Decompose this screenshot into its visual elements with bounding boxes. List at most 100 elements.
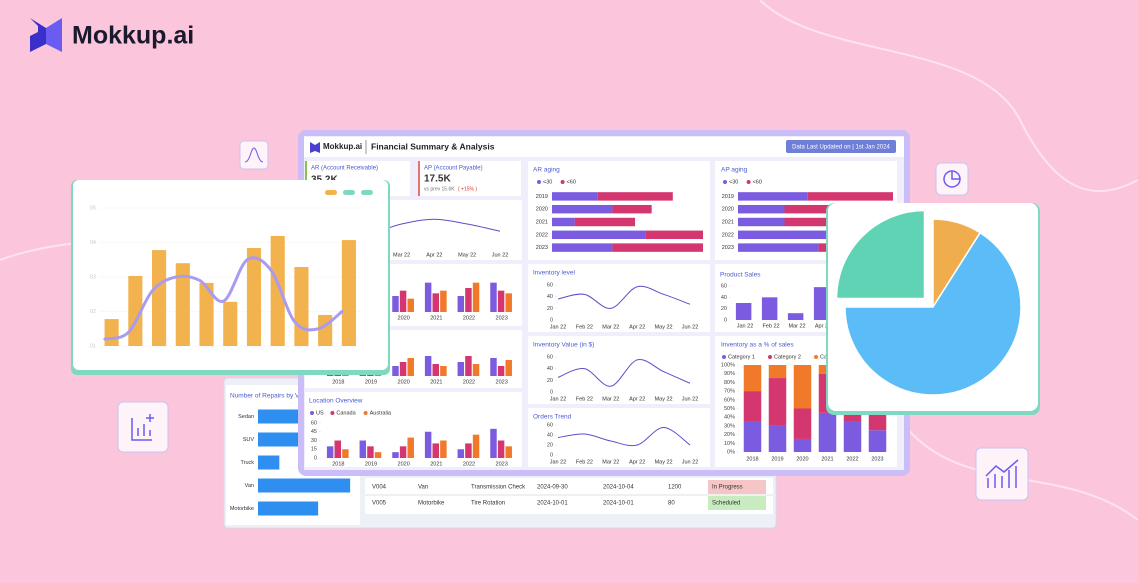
pie-card: [826, 203, 1040, 415]
icon-box: [117, 401, 169, 453]
icon-box: [239, 140, 269, 170]
category-label: SUV: [243, 437, 255, 443]
y-tick-label: 04: [90, 240, 96, 246]
chart-title: AR aging: [533, 167, 560, 174]
category-label: May 22: [655, 396, 673, 402]
bar-segment: [612, 204, 652, 214]
deco-pill: [343, 190, 355, 195]
category-label: 2022: [722, 232, 734, 238]
chart-title: Inventory level: [533, 270, 575, 277]
bar: [424, 431, 432, 458]
line: [557, 285, 691, 309]
category-label: Mar 22: [788, 323, 805, 329]
category-label: Feb 22: [762, 323, 779, 329]
bar: [505, 360, 512, 376]
table-cell: In Progress: [712, 485, 743, 491]
category-label: 2022: [536, 232, 548, 238]
category-label: Feb 22: [576, 396, 593, 402]
bar: [465, 288, 472, 312]
deco-curve: [759, 0, 1138, 193]
bar-segment: [597, 192, 673, 201]
table-cell: V005: [372, 501, 387, 507]
category-label: Feb 22: [576, 324, 593, 330]
y-tick-label: 20%: [724, 432, 735, 438]
table-cell: 2024-10-04: [603, 485, 634, 491]
bar: [399, 446, 407, 458]
kpi-accent: [305, 161, 307, 196]
y-tick-label: 0: [550, 389, 553, 395]
category-label: 2020: [722, 207, 734, 213]
table-cell: 1200: [668, 485, 682, 491]
status-cell: [708, 480, 766, 494]
icon: [131, 414, 154, 441]
card: [73, 180, 388, 370]
brand-logo: [46, 18, 62, 52]
category-label: Mar 22: [602, 459, 619, 465]
category-label: 2023: [536, 245, 548, 251]
legend-label: <30: [729, 179, 738, 185]
bar-segment: [768, 365, 787, 379]
legend-marker: [723, 180, 727, 184]
bar-segment: [738, 217, 785, 227]
brand-name: Mokkup.ai: [72, 22, 194, 50]
category-label: 2023: [871, 456, 883, 462]
bar: [490, 428, 497, 458]
bar: [294, 266, 309, 346]
bar: [490, 282, 497, 312]
category-label: Motorbike: [230, 506, 254, 512]
bar: [440, 440, 447, 458]
dashboard-title: Financial Summary & Analysis: [371, 141, 495, 151]
category-label: Jan 22: [550, 459, 567, 465]
kpi-note: vs prev 15.6K: [424, 186, 455, 192]
y-tick-label: 60: [721, 283, 727, 289]
y-tick-label: 05: [90, 205, 96, 211]
table-cell: Van: [418, 485, 428, 491]
bar-segment: [738, 204, 785, 214]
bar: [432, 443, 440, 458]
category-label: Apr 22: [426, 252, 442, 258]
y-tick-label: 01: [90, 343, 96, 349]
trend-line: [103, 256, 344, 341]
y-tick-label: 0: [724, 317, 727, 323]
bar-segment: [768, 425, 787, 452]
kpi-accent: [418, 161, 420, 196]
category-label: 2023: [496, 379, 508, 385]
bar: [505, 446, 512, 458]
bar: [457, 296, 465, 312]
bar: [424, 282, 432, 312]
category-label: 2021: [430, 379, 442, 385]
table-cell: 80: [668, 501, 675, 507]
bar: [374, 452, 382, 458]
y-tick-label: 100%: [721, 362, 735, 368]
category-label: Sedan: [238, 414, 254, 420]
legend-label: Canada: [336, 410, 356, 416]
legend-label: Australia: [370, 410, 392, 416]
y-tick-label: 50%: [724, 406, 735, 412]
category-label: 2020: [398, 461, 410, 467]
category-label: 2023: [496, 315, 508, 321]
y-tick-label: 02: [90, 309, 96, 315]
category-label: 2022: [846, 456, 858, 462]
dashboard-brand: Mokkup.ai: [323, 142, 362, 151]
bar: [407, 437, 414, 458]
y-tick-label: 20: [547, 306, 553, 312]
y-tick-label: 40: [721, 295, 727, 301]
category-label: May 22: [655, 459, 673, 465]
legend-label: <60: [753, 179, 762, 185]
category-label: 2021: [430, 461, 442, 467]
dashboard-header: [304, 137, 904, 157]
category-label: 2021: [536, 219, 548, 225]
category-label: 2019: [365, 461, 377, 467]
bar: [246, 248, 262, 346]
floating-card: 05 04 03 02 01: [71, 180, 390, 375]
bar-segment: [818, 412, 837, 452]
category-label: Mar 22: [393, 252, 410, 258]
bar-segment: [552, 192, 598, 201]
category-label: 2020: [398, 379, 410, 385]
y-tick-label: 70%: [724, 389, 735, 395]
kpi-change: ( +15% ): [458, 186, 477, 192]
legend-marker: [310, 411, 314, 415]
y-tick-label: 40: [547, 432, 553, 438]
table-cell: Tire Rotation: [471, 501, 505, 507]
category-label: 2019: [536, 194, 548, 200]
